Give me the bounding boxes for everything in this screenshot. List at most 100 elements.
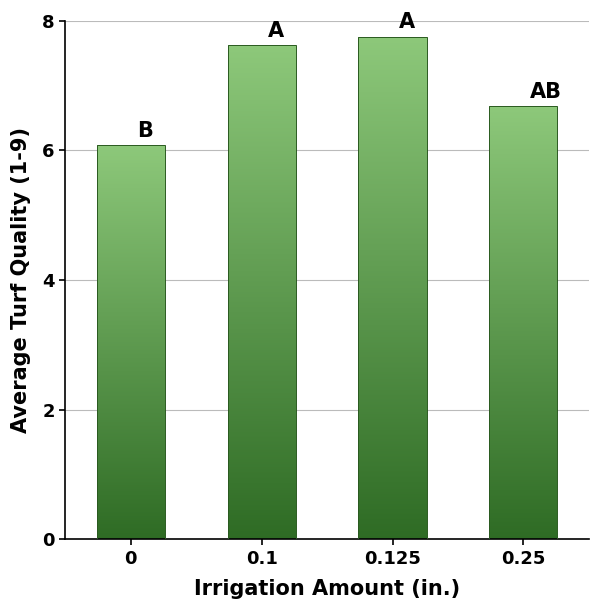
- Bar: [227, 220, 296, 221]
- Bar: [358, 265, 427, 267]
- Bar: [97, 428, 165, 429]
- Bar: [97, 301, 165, 303]
- Bar: [227, 337, 296, 339]
- Bar: [227, 266, 296, 268]
- Bar: [97, 190, 165, 191]
- Bar: [97, 260, 165, 262]
- Bar: [490, 294, 557, 295]
- Bar: [358, 328, 427, 330]
- Bar: [97, 525, 165, 526]
- Bar: [358, 214, 427, 216]
- Bar: [358, 171, 427, 173]
- Bar: [358, 411, 427, 412]
- Bar: [490, 228, 557, 229]
- Bar: [490, 369, 557, 370]
- Bar: [490, 528, 557, 529]
- Bar: [490, 315, 557, 317]
- Bar: [227, 132, 296, 134]
- Bar: [97, 157, 165, 158]
- Bar: [490, 535, 557, 536]
- Bar: [227, 228, 296, 230]
- Bar: [358, 228, 427, 229]
- Bar: [97, 430, 165, 432]
- Bar: [97, 462, 165, 463]
- Bar: [490, 301, 557, 303]
- Bar: [97, 158, 165, 160]
- Bar: [358, 54, 427, 55]
- Bar: [490, 472, 557, 473]
- Bar: [227, 251, 296, 253]
- Bar: [490, 304, 557, 306]
- Bar: [490, 236, 557, 237]
- Bar: [227, 268, 296, 269]
- Bar: [358, 407, 427, 409]
- Bar: [358, 77, 427, 79]
- Bar: [358, 492, 427, 494]
- Bar: [358, 196, 427, 198]
- Bar: [227, 480, 296, 482]
- Bar: [97, 271, 165, 273]
- Bar: [490, 170, 557, 171]
- Bar: [490, 291, 557, 292]
- Bar: [97, 429, 165, 430]
- Bar: [490, 444, 557, 445]
- Bar: [358, 211, 427, 213]
- Bar: [97, 160, 165, 161]
- Bar: [358, 526, 427, 528]
- Bar: [227, 149, 296, 151]
- Bar: [358, 516, 427, 517]
- Bar: [97, 220, 165, 221]
- Bar: [227, 263, 296, 264]
- Text: B: B: [137, 121, 153, 140]
- Bar: [490, 145, 557, 146]
- Bar: [97, 466, 165, 467]
- Bar: [358, 489, 427, 491]
- Bar: [358, 389, 427, 390]
- Bar: [97, 309, 165, 310]
- Bar: [97, 504, 165, 505]
- Y-axis label: Average Turf Quality (1-9): Average Turf Quality (1-9): [11, 127, 31, 433]
- Bar: [227, 353, 296, 355]
- Bar: [490, 292, 557, 294]
- Bar: [490, 367, 557, 369]
- Bar: [97, 498, 165, 500]
- Bar: [97, 145, 165, 539]
- Bar: [97, 212, 165, 213]
- Bar: [227, 63, 296, 65]
- Bar: [97, 181, 165, 182]
- Bar: [358, 273, 427, 275]
- Bar: [97, 316, 165, 317]
- Bar: [97, 265, 165, 266]
- Bar: [358, 432, 427, 434]
- Bar: [490, 154, 557, 156]
- Bar: [97, 508, 165, 509]
- Bar: [358, 390, 427, 392]
- Bar: [227, 501, 296, 503]
- Bar: [227, 164, 296, 165]
- Bar: [97, 285, 165, 287]
- Bar: [227, 85, 296, 87]
- Bar: [227, 508, 296, 510]
- Bar: [97, 259, 165, 260]
- Bar: [490, 262, 557, 264]
- Bar: [490, 323, 557, 324]
- Bar: [490, 412, 557, 414]
- Bar: [358, 55, 427, 57]
- Bar: [490, 278, 557, 279]
- Bar: [97, 209, 165, 211]
- Bar: [97, 489, 165, 490]
- Bar: [227, 174, 296, 175]
- Bar: [97, 248, 165, 249]
- Bar: [227, 248, 296, 249]
- Bar: [227, 274, 296, 276]
- Bar: [97, 293, 165, 295]
- Bar: [490, 486, 557, 487]
- Bar: [97, 325, 165, 326]
- Bar: [97, 449, 165, 450]
- Bar: [97, 531, 165, 533]
- Bar: [358, 101, 427, 102]
- Bar: [97, 292, 165, 293]
- Bar: [227, 342, 296, 343]
- Bar: [490, 534, 557, 535]
- Bar: [358, 43, 427, 45]
